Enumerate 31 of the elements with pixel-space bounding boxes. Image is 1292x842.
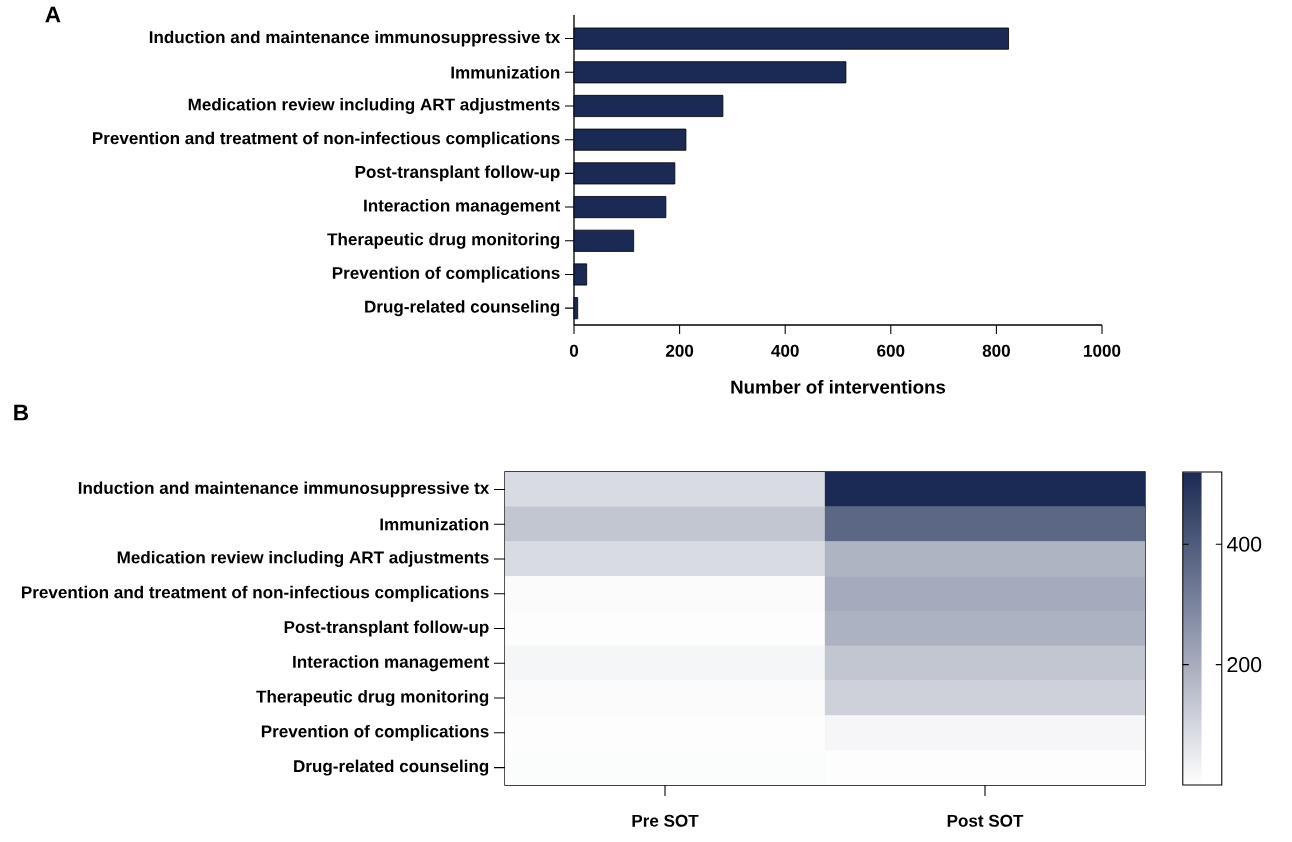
y-tick-label: Drug-related counseling — [365, 300, 560, 317]
y-tick-label: Interaction management — [293, 655, 490, 672]
y-tick-label: Medication review including ART adjustments — [188, 98, 560, 114]
y-tick-label: Induction and maintenance immunosuppressive tx — [78, 481, 490, 498]
x-tick-label: 0 — [569, 344, 579, 357]
y-tick-label: Immunization — [451, 66, 560, 79]
y-tick-label: Medication review including ART adjustments — [117, 550, 489, 567]
x-tick-label: Pre SOT — [632, 814, 699, 827]
y-tick-label: Immunization — [380, 517, 489, 531]
color-bar-label: 400 — [1226, 536, 1262, 552]
x-tick-label: Post SOT — [947, 814, 1024, 827]
y-tick-label: Drug-related counseling — [294, 759, 489, 776]
x-tick-label: 1000 — [1084, 344, 1121, 357]
y-tick-label: Prevention and treatment of non-infectious complications — [93, 131, 560, 148]
y-tick-label: Post-transplant follow-up — [284, 620, 489, 637]
x-axis-title: Number of interventions — [731, 379, 946, 394]
y-tick-label: Prevention of complications — [332, 266, 560, 283]
color-bar-label: 200 — [1227, 657, 1262, 673]
x-tick-label: 400 — [771, 344, 799, 357]
y-tick-label: Therapeutic drug monitoring — [256, 690, 489, 707]
y-tick-label: Post-transplant follow-up — [355, 165, 560, 182]
y-tick-label: Therapeutic drug monitoring — [327, 232, 560, 249]
text: B — [14, 404, 29, 421]
text: A — [45, 6, 61, 23]
x-tick-label: 200 — [665, 344, 694, 357]
y-tick-label: Interaction management — [364, 199, 561, 216]
y-tick-label: Prevention and treatment of non-infectious complications — [22, 585, 489, 602]
x-tick-label: 600 — [877, 344, 905, 357]
y-tick-label: Prevention of complications — [261, 724, 489, 741]
x-tick-label: 800 — [982, 344, 1010, 357]
y-tick-label: Induction and maintenance immunosuppressive tx — [149, 30, 561, 47]
